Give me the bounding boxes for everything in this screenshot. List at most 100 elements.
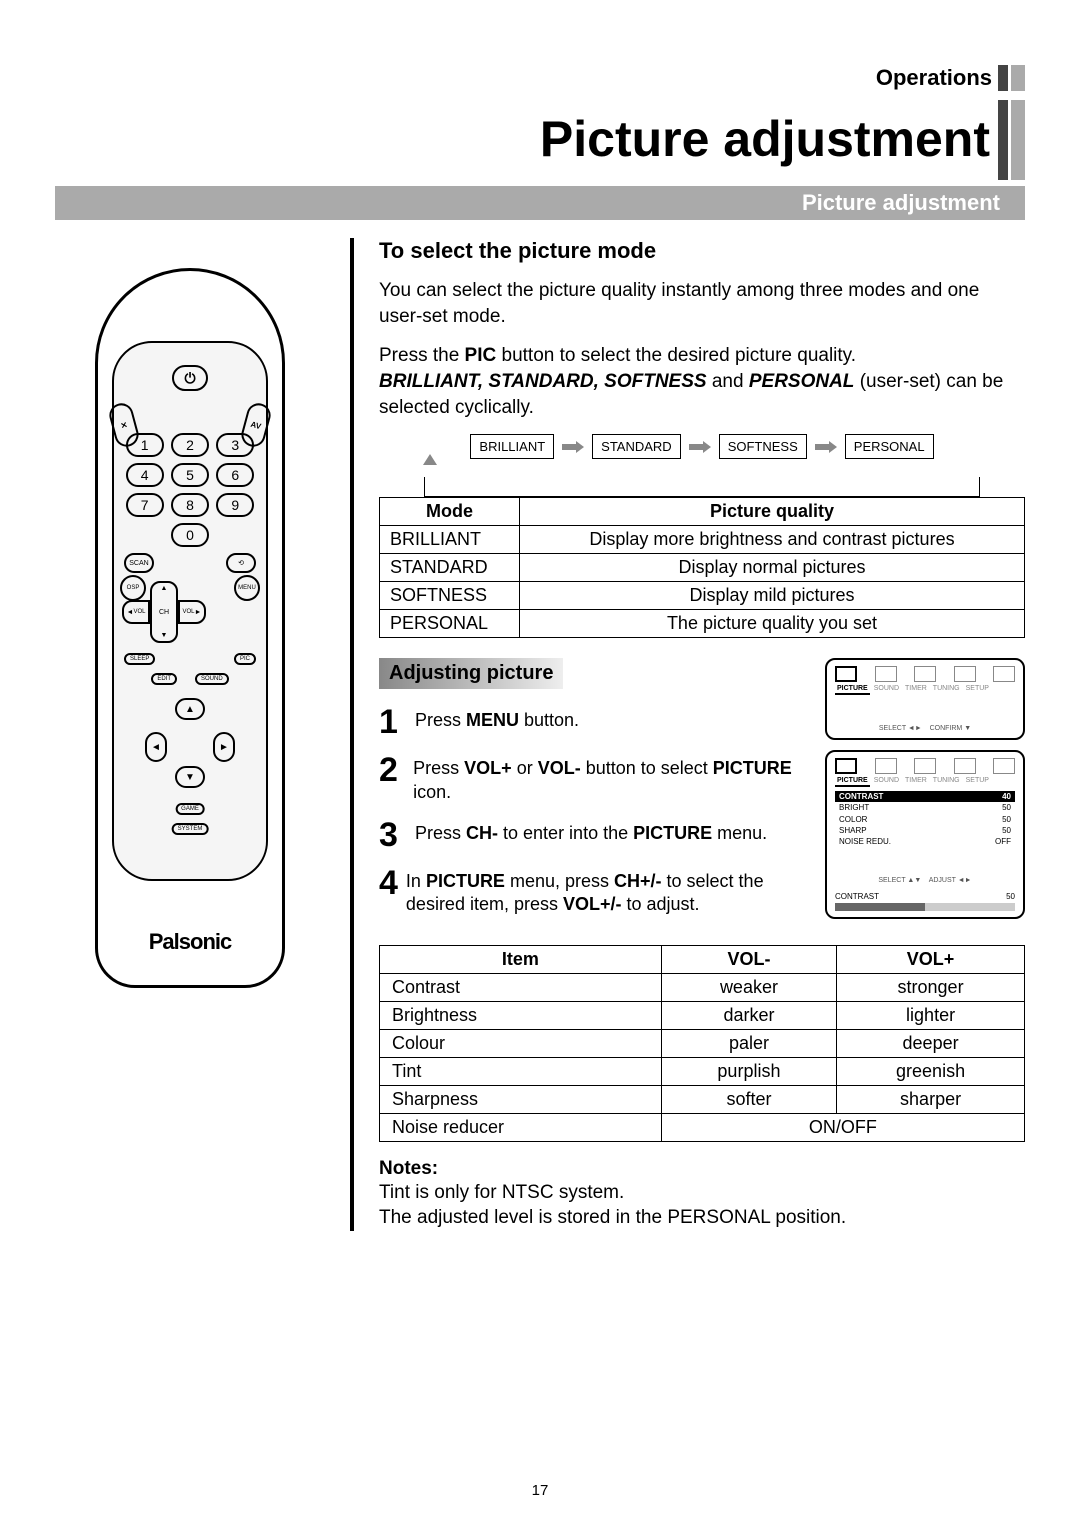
table-cell: BRILLIANT bbox=[380, 526, 520, 554]
table-cell: Noise reducer bbox=[380, 1113, 662, 1141]
num-3-button[interactable]: 3 bbox=[216, 433, 254, 457]
pic-button[interactable]: PIC bbox=[234, 653, 256, 665]
num-6-button[interactable]: 6 bbox=[216, 463, 254, 487]
page-title: Picture adjustment bbox=[55, 110, 1025, 168]
tuning-tab-icon bbox=[954, 758, 976, 774]
sound-button[interactable]: SOUND bbox=[195, 673, 229, 685]
osd-row: COLOR50 bbox=[835, 814, 1015, 825]
page-title-text: Picture adjustment bbox=[540, 111, 990, 167]
num-0-button[interactable]: 0 bbox=[171, 523, 209, 547]
step-number: 4 bbox=[379, 866, 398, 917]
table-cell: greenish bbox=[837, 1057, 1025, 1085]
select-mode-p2: Press the PIC button to select the desir… bbox=[379, 343, 1025, 420]
osd-tab: PICTURE bbox=[835, 684, 870, 695]
recall-button[interactable]: ⟲ bbox=[226, 553, 256, 573]
adjust-table: ItemVOL-VOL+ Contrastweakerstronger Brig… bbox=[379, 945, 1025, 1142]
dpad-right-button[interactable]: ► bbox=[213, 732, 235, 762]
osd-tab: SOUND bbox=[872, 776, 901, 787]
dpad-down-button[interactable]: ▼ bbox=[175, 766, 205, 788]
scan-button[interactable]: SCAN bbox=[124, 553, 154, 573]
cycle-personal: PERSONAL bbox=[845, 434, 934, 459]
vol-up-button[interactable]: VOL► bbox=[178, 600, 206, 624]
dpad-up-button[interactable]: ▲ bbox=[175, 698, 205, 720]
mode-table-h2: Picture quality bbox=[520, 498, 1025, 526]
mode-table-h1: Mode bbox=[380, 498, 520, 526]
dpad-left-button[interactable]: ◄ bbox=[145, 732, 167, 762]
table-cell: Display more brightness and contrast pic… bbox=[520, 526, 1025, 554]
subtitle-band: Picture adjustment bbox=[55, 186, 1025, 220]
cycle-diagram: BRILLIANT STANDARD SOFTNESS PERSONAL bbox=[379, 434, 1025, 497]
osd-footer: CONFIRM bbox=[930, 725, 963, 732]
table-cell: The picture quality you set bbox=[520, 610, 1025, 638]
table-cell: weaker bbox=[661, 973, 836, 1001]
table-cell: paler bbox=[661, 1029, 836, 1057]
system-button[interactable]: SYSTEM bbox=[172, 823, 209, 835]
cycle-softness: SOFTNESS bbox=[719, 434, 807, 459]
tuning-tab-icon bbox=[954, 666, 976, 682]
edit-button[interactable]: EDIT bbox=[151, 673, 177, 685]
table-cell: lighter bbox=[837, 1001, 1025, 1029]
osd-tab: SOUND bbox=[872, 684, 901, 695]
notes-heading: Notes: bbox=[379, 1158, 1025, 1180]
adj-h1: Item bbox=[380, 945, 662, 973]
step-number: 3 bbox=[379, 818, 407, 852]
osd-tab: TUNING bbox=[931, 684, 962, 695]
osd-footer: ADJUST bbox=[929, 877, 956, 884]
table-cell: Tint bbox=[380, 1057, 662, 1085]
sound-tab-icon bbox=[875, 758, 897, 774]
table-cell: deeper bbox=[837, 1029, 1025, 1057]
content-column: To select the picture mode You can selec… bbox=[350, 238, 1025, 1231]
table-cell: Display mild pictures bbox=[520, 582, 1025, 610]
ch-buttons[interactable]: ▲CH▼ bbox=[150, 581, 178, 643]
menu-button[interactable]: MENU bbox=[234, 575, 260, 601]
osd-row: BRIGHT50 bbox=[835, 802, 1015, 813]
subtitle-text: Picture adjustment bbox=[802, 190, 1000, 216]
notes-section: Notes: Tint is only for NTSC system. The… bbox=[379, 1158, 1025, 1231]
osd-screen-1: PICTURESOUNDTIMERTUNINGSETUP SELECT ◄► C… bbox=[825, 658, 1025, 740]
step-4: 4 In PICTURE menu, press CH+/- to select… bbox=[379, 866, 807, 917]
osd-footer: SELECT bbox=[878, 877, 905, 884]
page-number: 17 bbox=[0, 1482, 1080, 1499]
num-4-button[interactable]: 4 bbox=[126, 463, 164, 487]
osp-button[interactable]: OSP bbox=[120, 575, 146, 601]
game-button[interactable]: GAME bbox=[175, 803, 205, 815]
num-8-button[interactable]: 8 bbox=[171, 493, 209, 517]
num-9-button[interactable]: 9 bbox=[216, 493, 254, 517]
header: Operations bbox=[876, 65, 1025, 91]
osd-tab: TUNING bbox=[931, 776, 962, 787]
arrow-right-icon bbox=[562, 441, 584, 453]
sleep-button[interactable]: SLEEP bbox=[124, 653, 155, 665]
table-cell: Colour bbox=[380, 1029, 662, 1057]
setup-tab-icon bbox=[993, 666, 1015, 682]
adj-h2: VOL- bbox=[661, 945, 836, 973]
section-label: Operations bbox=[876, 65, 992, 91]
notes-line: Tint is only for NTSC system. bbox=[379, 1180, 1025, 1206]
num-7-button[interactable]: 7 bbox=[126, 493, 164, 517]
adj-h3: VOL+ bbox=[837, 945, 1025, 973]
adjusting-heading: Adjusting picture bbox=[379, 658, 563, 689]
table-cell: Display normal pictures bbox=[520, 554, 1025, 582]
picture-tab-icon bbox=[835, 758, 857, 774]
table-cell: Sharpness bbox=[380, 1085, 662, 1113]
osd-row: CONTRAST40 bbox=[835, 791, 1015, 802]
sound-tab-icon bbox=[875, 666, 897, 682]
osd-row: SHARP50 bbox=[835, 825, 1015, 836]
brand-label: Palsonic bbox=[98, 929, 282, 955]
power-button[interactable]: ⏻ bbox=[172, 365, 208, 391]
timer-tab-icon bbox=[914, 666, 936, 682]
num-2-button[interactable]: 2 bbox=[171, 433, 209, 457]
osd-tab: PICTURE bbox=[835, 776, 870, 787]
osd-row: NOISE REDU.OFF bbox=[835, 836, 1015, 847]
table-cell: Contrast bbox=[380, 973, 662, 1001]
vol-down-button[interactable]: ◄VOL bbox=[122, 600, 150, 624]
num-5-button[interactable]: 5 bbox=[171, 463, 209, 487]
num-1-button[interactable]: 1 bbox=[126, 433, 164, 457]
title-accent-icon bbox=[998, 100, 1025, 180]
step-number: 2 bbox=[379, 753, 405, 804]
timer-tab-icon bbox=[914, 758, 936, 774]
table-cell: ON/OFF bbox=[661, 1113, 1024, 1141]
step-3: 3 Press CH- to enter into the PICTURE me… bbox=[379, 818, 807, 852]
osd-tab: SETUP bbox=[964, 776, 991, 787]
select-mode-heading: To select the picture mode bbox=[379, 238, 1025, 264]
osd-slider: CONTRAST50 bbox=[835, 892, 1015, 911]
